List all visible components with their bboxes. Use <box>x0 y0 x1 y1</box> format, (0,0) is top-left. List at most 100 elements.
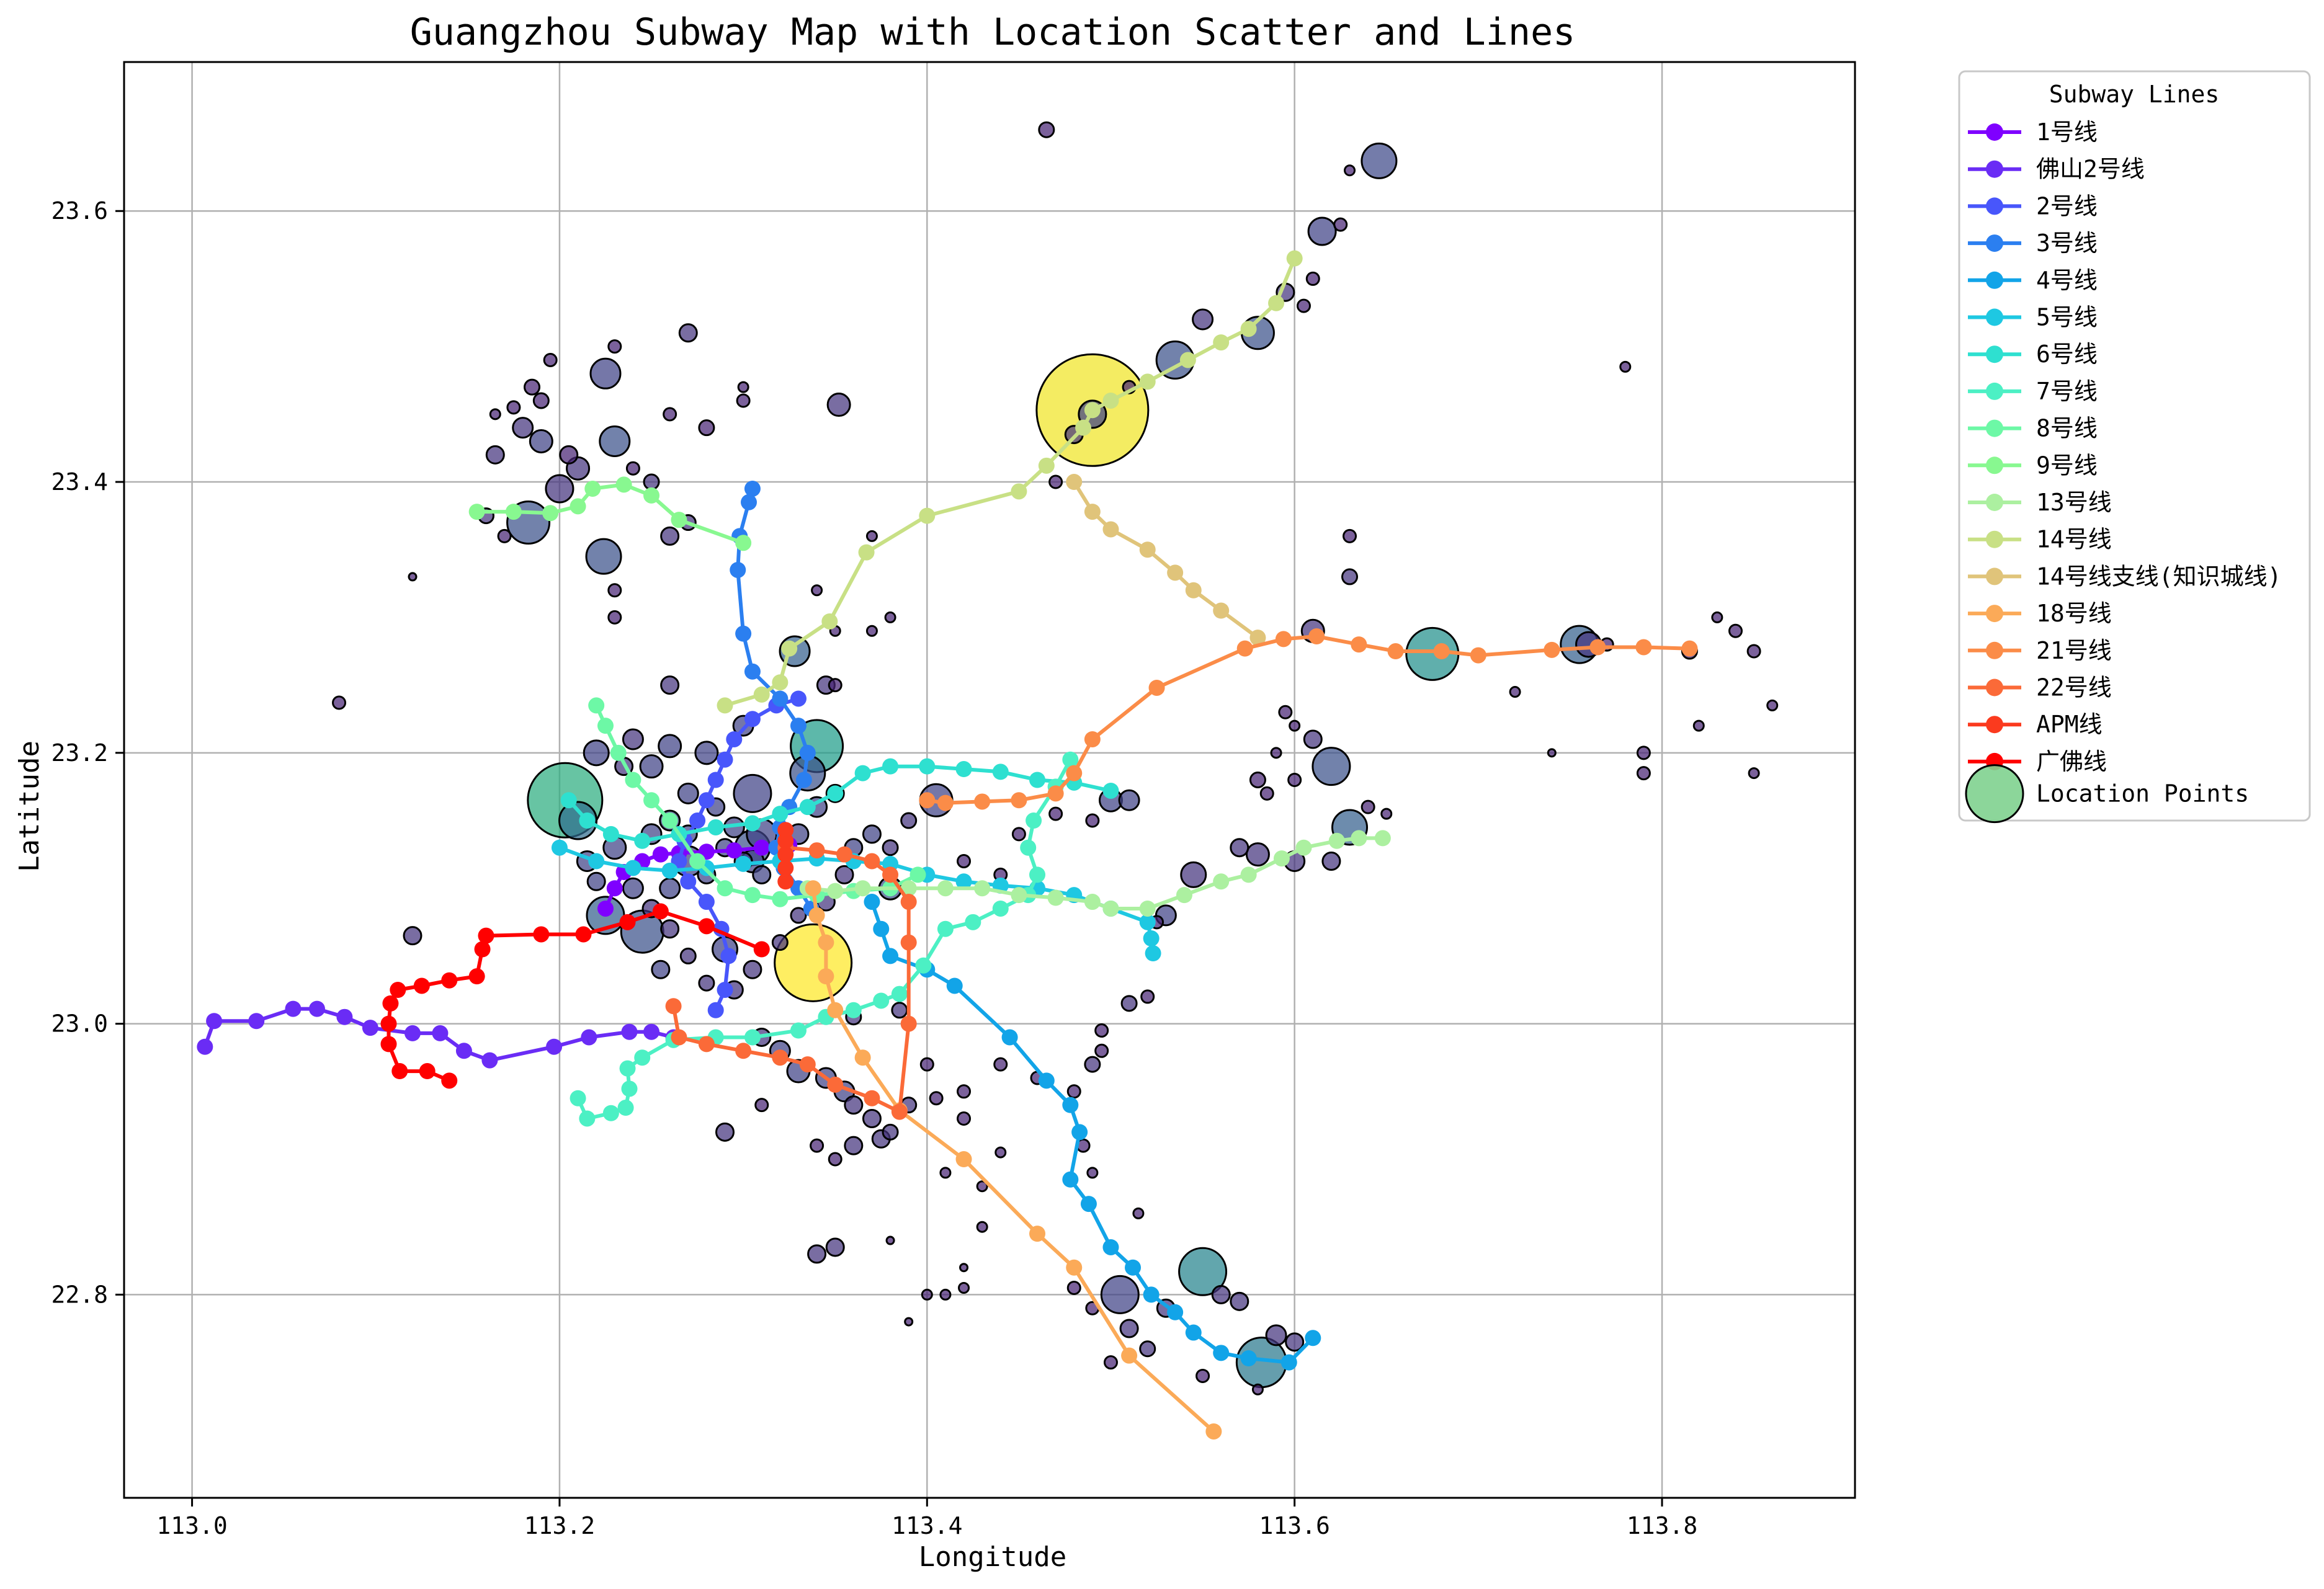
station-marker <box>1038 1072 1055 1089</box>
station-marker <box>1075 419 1092 436</box>
y-axis-label: Latitude <box>14 741 45 872</box>
station-marker <box>1286 250 1303 267</box>
legend-label: 8号线 <box>2036 415 2098 442</box>
location-point <box>489 408 501 421</box>
station-marker <box>864 1090 880 1106</box>
station-marker <box>1374 830 1391 847</box>
station-marker <box>579 1110 596 1127</box>
station-marker <box>818 968 834 985</box>
legend-label: 21号线 <box>2036 637 2112 664</box>
station-marker <box>1167 1304 1184 1320</box>
location-point <box>1509 686 1521 698</box>
station-marker <box>621 1080 638 1097</box>
location-point <box>1259 786 1274 801</box>
station-marker <box>744 1029 761 1046</box>
station-marker <box>799 1056 816 1073</box>
station-marker <box>772 1049 789 1066</box>
station-marker <box>845 1002 862 1018</box>
location-point <box>862 824 882 844</box>
location-point <box>862 1108 882 1128</box>
y-tick-label: 23.6 <box>51 197 108 225</box>
station-marker <box>735 855 752 872</box>
station-marker <box>818 934 834 951</box>
station-marker <box>1062 751 1079 768</box>
station-marker <box>390 982 406 999</box>
station-marker <box>864 853 880 870</box>
station-marker <box>937 794 954 811</box>
location-point <box>1711 611 1723 623</box>
subway-line <box>203 1007 674 1062</box>
location-point <box>1692 719 1705 732</box>
station-marker <box>1167 564 1184 581</box>
station-marker <box>575 926 592 943</box>
station-marker <box>1029 866 1046 883</box>
station-marker <box>717 982 733 999</box>
location-point <box>1196 1368 1210 1383</box>
location-point <box>1307 216 1337 246</box>
station-marker <box>680 873 697 890</box>
location-point <box>1285 1332 1305 1352</box>
station-marker <box>937 880 954 897</box>
location-point <box>810 1138 825 1153</box>
station-marker <box>744 711 761 728</box>
location-point <box>1333 217 1348 232</box>
station-marker <box>726 842 743 859</box>
station-marker <box>1351 636 1367 653</box>
station-marker <box>1273 850 1290 867</box>
location-point <box>585 538 622 575</box>
station-marker <box>707 772 724 788</box>
x-tick-label: 113.8 <box>1627 1512 1697 1539</box>
location-point <box>826 393 851 417</box>
chart-title: Guangzhou Subway Map with Location Scatt… <box>410 11 1575 54</box>
legend-label: APM线 <box>2036 711 2103 738</box>
legend-label: 1号线 <box>2036 118 2098 146</box>
location-point <box>1296 298 1311 313</box>
location-point <box>1748 767 1760 780</box>
station-marker <box>741 494 758 510</box>
station-marker <box>777 846 794 863</box>
station-marker <box>505 504 522 520</box>
station-marker <box>900 894 917 910</box>
legend-label: 3号线 <box>2036 229 2098 257</box>
station-marker <box>1084 402 1101 419</box>
x-tick-label: 113.2 <box>524 1512 595 1539</box>
station-marker <box>698 1036 715 1053</box>
subway-line <box>387 909 762 1083</box>
station-marker <box>1205 1423 1222 1440</box>
location-point <box>811 584 823 597</box>
legend-label: 4号线 <box>2036 267 2098 294</box>
station-marker <box>735 625 752 642</box>
station-marker <box>1102 521 1119 538</box>
station-marker <box>336 1008 353 1025</box>
station-marker <box>197 1038 213 1055</box>
station-marker <box>992 900 1009 917</box>
legend-box <box>1958 70 2311 822</box>
legend-marker <box>1986 456 2003 474</box>
station-marker <box>588 697 605 714</box>
location-point <box>545 474 574 504</box>
station-marker <box>610 744 627 761</box>
station-marker <box>974 880 991 897</box>
station-marker <box>1185 582 1202 599</box>
location-point <box>733 773 772 813</box>
station-marker <box>455 1043 472 1059</box>
station-marker <box>854 880 871 897</box>
legend-label: 7号线 <box>2036 378 2098 405</box>
station-marker <box>799 744 816 761</box>
location-point <box>1066 1280 1081 1295</box>
station-marker <box>474 941 491 958</box>
location-point <box>825 1237 845 1257</box>
station-marker <box>992 763 1009 780</box>
station-marker <box>1026 812 1042 829</box>
legend-marker <box>1986 197 2003 215</box>
station-marker <box>478 927 494 944</box>
location-point <box>1380 808 1393 820</box>
location-point <box>1048 474 1063 489</box>
station-marker <box>1470 647 1486 664</box>
legend-marker <box>1986 530 2003 548</box>
legend-label: 9号线 <box>2036 452 2098 479</box>
station-marker <box>1084 731 1101 747</box>
station-marker <box>652 903 669 920</box>
